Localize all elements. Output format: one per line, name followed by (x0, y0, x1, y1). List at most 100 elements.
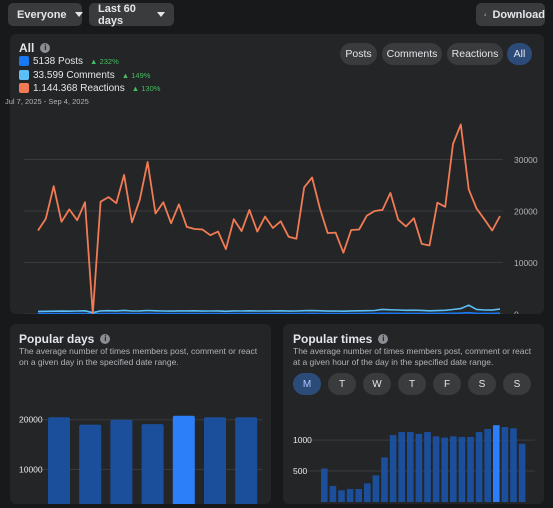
day-button-wed[interactable]: W (363, 373, 391, 395)
day-button-sun[interactable]: S (503, 373, 531, 395)
legend-change: ▲ 130% (132, 84, 161, 93)
legend-label: 1.144.368 Reactions (33, 82, 125, 94)
toggle-posts[interactable]: Posts (340, 43, 377, 65)
popular-times-description: The average number of times members post… (293, 346, 532, 367)
info-icon[interactable]: i (378, 334, 389, 344)
day-button-label: F (443, 378, 451, 390)
download-icon (484, 13, 487, 16)
legend-label: 5138 Posts (33, 55, 84, 67)
day-bar (235, 417, 258, 504)
legend-change-value: 130% (141, 83, 161, 93)
legend-label: 33.599 Comments (33, 69, 115, 81)
popular-days-title: Popular days i (19, 332, 111, 346)
day-bar (110, 419, 133, 504)
day-bar (48, 417, 70, 504)
overview-card: All i Posts Comments Reactions All 5138 … (5, 34, 544, 315)
chevron-down-icon (157, 12, 165, 17)
toolbar: Everyone Last 60 days Download (0, 0, 553, 30)
toggle-comments[interactable]: Comments (382, 43, 442, 65)
popular-days-card: Popular days i The average number of tim… (10, 324, 271, 504)
date-range-dropdown[interactable]: Last 60 days (89, 2, 174, 27)
y-tick-label: 1000 (293, 435, 312, 445)
hour-bar (484, 428, 491, 502)
up-arrow-icon: ▲ (90, 56, 98, 66)
popular-days-bar-chart: 10000 20000 (19, 415, 262, 504)
hour-bar (321, 468, 328, 502)
day-bar (141, 424, 164, 504)
toggle-comments-label: Comments (386, 48, 438, 60)
popular-days-title-text: Popular days (19, 332, 95, 346)
legend-posts: 5138 Posts ▲ 232% (19, 55, 119, 67)
hour-bar (432, 436, 440, 502)
hour-bar (381, 457, 388, 502)
hour-bar (398, 432, 405, 502)
y-tick-label: 20000 (514, 206, 538, 216)
legend-reactions: 1.144.368 Reactions ▲ 130% (19, 82, 160, 94)
overview-line-chart: 0100002000030000Jul 13Jul 20Jul 27Aug 3A… (24, 123, 538, 315)
hour-bar (467, 436, 474, 502)
hour-bar (510, 428, 517, 502)
overview-title-text: All (19, 41, 35, 55)
up-arrow-icon: ▲ (131, 83, 140, 93)
toggle-posts-label: Posts (345, 48, 372, 60)
hour-bar (415, 433, 423, 502)
overview-title: All i (19, 41, 51, 55)
hour-bar (475, 432, 483, 502)
download-label: Download (492, 8, 545, 21)
day-button-label: T (408, 378, 416, 390)
popular-times-title: Popular times i (293, 332, 389, 346)
popular-times-bar-chart: 500 1000 (293, 425, 535, 502)
hour-bar (389, 435, 397, 502)
legend-change: ▲ 149% (122, 71, 151, 80)
popular-times-card: Popular times i The average number of ti… (283, 324, 544, 504)
toggle-all[interactable]: All (507, 43, 532, 65)
toggle-reactions-label: Reactions (451, 48, 499, 60)
day-button-fri[interactable]: F (433, 373, 461, 395)
y-tick-label: 0 (514, 310, 519, 315)
hour-bar (493, 425, 500, 502)
legend-swatch (19, 70, 29, 80)
popular-days-description: The average number of times members post… (19, 346, 258, 367)
hour-bar (346, 488, 354, 502)
audience-dropdown[interactable]: Everyone (8, 3, 83, 26)
hour-bar (441, 437, 448, 502)
legend-change-value: 232% (99, 56, 119, 66)
day-button-sat[interactable]: S (468, 373, 496, 395)
popular-times-title-text: Popular times (293, 332, 373, 346)
hour-bar (407, 432, 414, 502)
day-button-label: M (302, 378, 312, 390)
day-button-label: T (338, 378, 346, 390)
series-line-reactions (37, 123, 501, 314)
legend-comments: 33.599 Comments ▲ 149% (19, 69, 150, 81)
y-tick-label: 10000 (514, 258, 538, 268)
audience-dropdown-label: Everyone (17, 8, 67, 21)
legend-change: ▲ 232% (90, 57, 119, 66)
series-line-posts (38, 311, 501, 314)
day-button-tue[interactable]: T (328, 373, 356, 395)
hour-bar (501, 427, 509, 502)
info-icon[interactable]: i (40, 43, 51, 53)
hour-bar (364, 483, 371, 502)
hour-bar (338, 490, 345, 502)
hour-bar (458, 436, 466, 502)
hour-bar (450, 436, 457, 502)
y-tick-label: 20000 (19, 415, 43, 425)
info-icon[interactable]: i (100, 334, 111, 344)
day-bar (172, 415, 195, 504)
toggle-reactions[interactable]: Reactions (447, 43, 503, 65)
legend-change-value: 149% (131, 70, 151, 80)
download-button[interactable]: Download (476, 3, 545, 26)
up-arrow-icon: ▲ (121, 70, 130, 80)
hour-bar (424, 432, 431, 502)
hour-bar (355, 488, 362, 502)
y-tick-label: 30000 (514, 155, 538, 165)
y-tick-label: 500 (293, 466, 307, 476)
legend-swatch (19, 83, 29, 93)
day-button-mon[interactable]: M (293, 373, 321, 395)
day-button-thu[interactable]: T (398, 373, 426, 395)
day-button-label: S (478, 378, 486, 390)
date-range-dropdown-label: Last 60 days (98, 2, 136, 27)
day-button-label: W (372, 378, 382, 390)
hour-bar (372, 475, 380, 502)
hour-bar (518, 443, 526, 502)
